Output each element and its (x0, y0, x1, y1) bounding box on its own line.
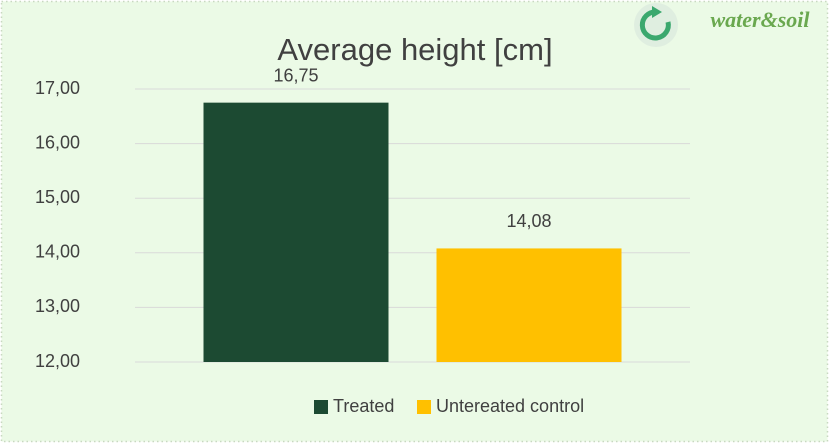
logo-arrow (639, 9, 671, 41)
y-tick-label: 13,00 (35, 296, 80, 316)
legend-swatch (417, 400, 431, 414)
y-tick-label: 15,00 (35, 187, 80, 207)
logo-text: water&soil (710, 7, 810, 32)
legend-label: Treated (333, 396, 394, 416)
legend-swatch (314, 400, 328, 414)
bar (203, 102, 389, 363)
data-label: 16,75 (273, 65, 318, 85)
chart-title: Average height [cm] (277, 32, 552, 67)
data-label: 14,08 (506, 211, 551, 231)
logo: water&soil (634, 3, 810, 47)
y-tick-label: 14,00 (35, 242, 80, 262)
y-tick-label: 17,00 (35, 78, 80, 98)
logo-arrowhead (652, 6, 662, 18)
y-tick-label: 12,00 (35, 351, 80, 371)
bar (436, 248, 622, 362)
legend-label: Untereated control (436, 396, 584, 416)
y-tick-label: 16,00 (35, 132, 80, 152)
